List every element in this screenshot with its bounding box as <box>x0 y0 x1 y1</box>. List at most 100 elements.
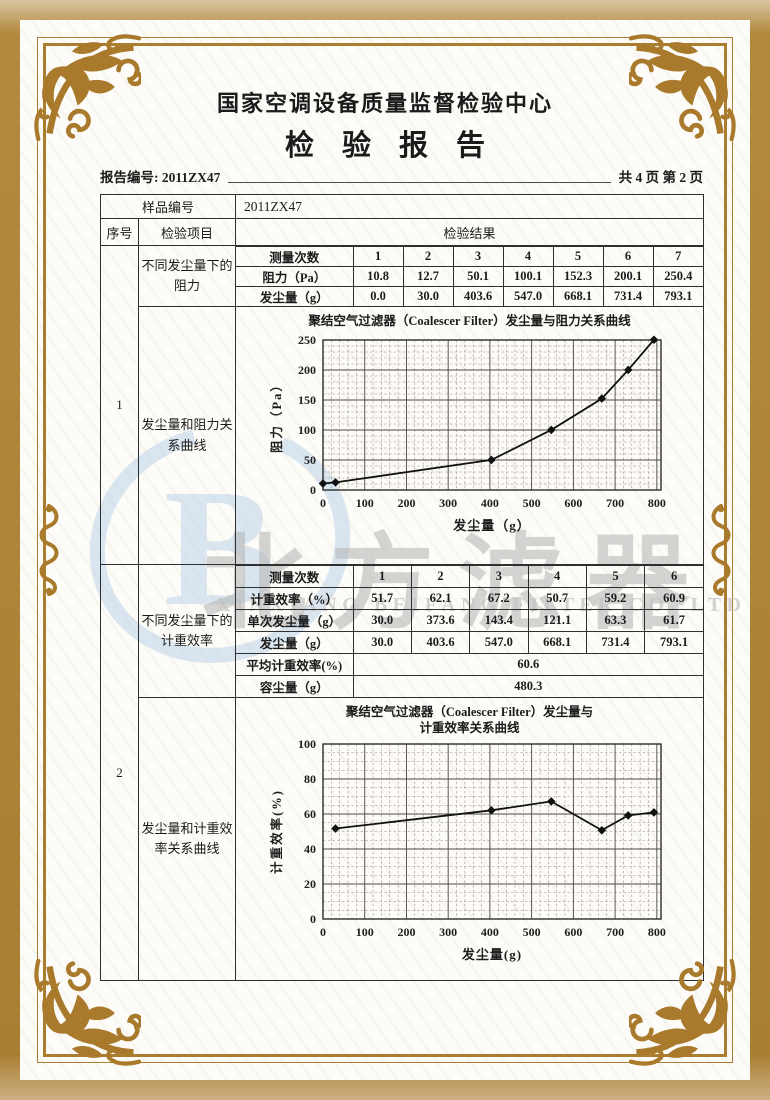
value-cell: 668.1 <box>527 631 587 654</box>
value-cell: 60.9 <box>644 587 704 610</box>
svg-text:发尘量(g): 发尘量(g) <box>460 947 521 962</box>
svg-text:0: 0 <box>320 496 326 510</box>
value-cell: 403.6 <box>452 286 504 306</box>
value-cell: 6 <box>602 246 654 267</box>
value-cell: 10.8 <box>352 266 404 287</box>
col-header-item: 检验项目 <box>137 218 237 246</box>
value-cell: 731.4 <box>602 286 654 306</box>
value-cell: 50.1 <box>452 266 504 287</box>
svg-text:阻力（Pa）: 阻力（Pa） <box>269 377 284 453</box>
svg-text:200: 200 <box>298 363 316 377</box>
value-cell: 121.1 <box>527 609 587 632</box>
paper-sheet: B 北方滤器 XINXIANG BEIFANG FILTER CO. LTD 国… <box>20 20 750 1080</box>
chart1-title: 聚结空气过滤器（Coalescer Filter）发尘量与阻力关系曲线 <box>308 314 631 328</box>
value-cell: 63.3 <box>585 609 646 632</box>
value-cell: 59.2 <box>585 587 646 610</box>
value-cell: 5 <box>585 565 646 588</box>
svg-text:计重效率(%): 计重效率(%) <box>269 789 284 874</box>
value-cell: 5 <box>552 246 604 267</box>
report-meta-row: 报告编号: 2011ZX47 共 4 页 第 2 页 <box>100 166 703 186</box>
svg-text:700: 700 <box>606 925 624 939</box>
svg-text:0: 0 <box>310 483 316 497</box>
item-efficiency-label: 不同发尘量下的计重效率 <box>137 564 237 698</box>
side-scroll-icon <box>708 502 734 598</box>
svg-text:100: 100 <box>355 925 373 939</box>
svg-text:800: 800 <box>647 925 665 939</box>
efficiency-subtable-cell: 测量次数 1 2 3 4 5 6 计重效率（%） 51.7 62.1 67.2 50.7 59.2 60.… <box>235 564 705 698</box>
svg-text:700: 700 <box>606 496 624 510</box>
value-cell: 0.0 <box>352 286 404 306</box>
svg-text:0: 0 <box>310 912 316 926</box>
svg-text:600: 600 <box>564 925 582 939</box>
row-label-cell: 发尘量（g） <box>236 286 354 306</box>
row-label-cell: 容尘量（g） <box>236 675 354 697</box>
value-cell: 373.6 <box>410 609 471 632</box>
item-efficiency-curve-label: 发尘量和计重效率关系曲线 <box>137 696 237 982</box>
resistance-subtable-cell: 测量次数 1 2 3 4 5 6 7 阻力（Pa） 10.8 12.7 50.1 100.1 152.3 2… <box>235 245 705 307</box>
col-header-serial: 序号 <box>100 218 139 246</box>
svg-text:200: 200 <box>397 496 415 510</box>
svg-text:300: 300 <box>439 496 457 510</box>
value-cell: 1 <box>352 565 412 588</box>
serial-2-cell: 2 <box>100 563 139 982</box>
value-cell: 12.7 <box>402 266 454 287</box>
row-label-cell: 单次发尘量（g） <box>236 609 354 632</box>
svg-text:100: 100 <box>298 738 316 751</box>
row-label-cell: 阻力（Pa） <box>236 266 354 287</box>
efficiency-chart: 0 20 40 60 80 100 0 100 200 300 400 500 600 700 800 计重效… <box>269 738 666 962</box>
svg-text:500: 500 <box>522 925 540 939</box>
svg-text:150: 150 <box>298 393 316 407</box>
doc-title: 检验报告 <box>284 130 513 162</box>
corner-flourish-icon <box>629 959 741 1071</box>
svg-text:40: 40 <box>304 842 316 856</box>
item-resistance-label: 不同发尘量下的阻力 <box>137 245 237 307</box>
value-cell: 152.3 <box>552 266 604 287</box>
svg-text:60: 60 <box>304 807 316 821</box>
svg-text:800: 800 <box>647 496 665 510</box>
value-cell: 60.6 <box>352 653 704 676</box>
value-cell: 4 <box>527 565 587 588</box>
value-cell: 61.7 <box>644 609 704 632</box>
report-number: 报告编号: 2011ZX47 <box>100 170 221 185</box>
efficiency-subtable: 测量次数 1 2 3 4 5 6 计重效率（%） 51.7 62.1 67.2 50.7 59.2 60.… <box>236 565 704 697</box>
item-resistance-curve-label: 发尘量和阻力关系曲线 <box>137 306 237 565</box>
side-scroll-icon <box>36 502 62 598</box>
svg-text:500: 500 <box>522 496 540 510</box>
svg-text:600: 600 <box>564 496 582 510</box>
svg-text:50: 50 <box>304 453 316 467</box>
frame-thin-line <box>37 37 733 1063</box>
underline-rule <box>228 181 611 183</box>
svg-text:400: 400 <box>480 496 498 510</box>
svg-text:300: 300 <box>439 925 457 939</box>
value-cell: 480.3 <box>352 675 704 697</box>
sample-label-cell: 样品编号 <box>99 194 237 219</box>
row-label-cell: 发尘量（g） <box>236 631 354 654</box>
row-label-cell: 平均计重效率(%) <box>236 653 354 676</box>
svg-text:100: 100 <box>355 496 373 510</box>
value-cell: 3 <box>452 246 504 267</box>
chart2-title-line1: 聚结空气过滤器（Coalescer Filter）发尘量与 <box>345 705 594 719</box>
value-cell: 143.4 <box>469 609 529 632</box>
svg-text:200: 200 <box>397 925 415 939</box>
value-cell: 30.0 <box>352 609 412 632</box>
value-cell: 2 <box>410 565 471 588</box>
corner-flourish-icon <box>29 959 141 1071</box>
chart2-title-line2: 计重效率关系曲线 <box>419 720 520 735</box>
svg-text:发尘量（g）: 发尘量（g） <box>452 518 531 533</box>
value-cell: 30.0 <box>352 631 412 654</box>
value-cell: 62.1 <box>410 587 471 610</box>
row-label-cell: 测量次数 <box>236 246 354 267</box>
value-cell: 2 <box>402 246 454 267</box>
value-cell: 547.0 <box>502 286 554 306</box>
value-cell: 250.4 <box>652 266 704 287</box>
resistance-chart: 0 50 100 150 200 250 0 100 200 300 400 500 600 700 800… <box>269 333 666 533</box>
serial-1-cell: 1 <box>100 245 139 565</box>
value-cell: 30.0 <box>402 286 454 306</box>
svg-text:0: 0 <box>320 925 326 939</box>
value-cell: 67.2 <box>469 587 529 610</box>
value-cell: 100.1 <box>502 266 554 287</box>
row-label-cell: 测量次数 <box>236 565 354 588</box>
corner-flourish-icon <box>629 29 741 141</box>
value-cell: 4 <box>502 246 554 267</box>
value-cell: 547.0 <box>469 631 529 654</box>
